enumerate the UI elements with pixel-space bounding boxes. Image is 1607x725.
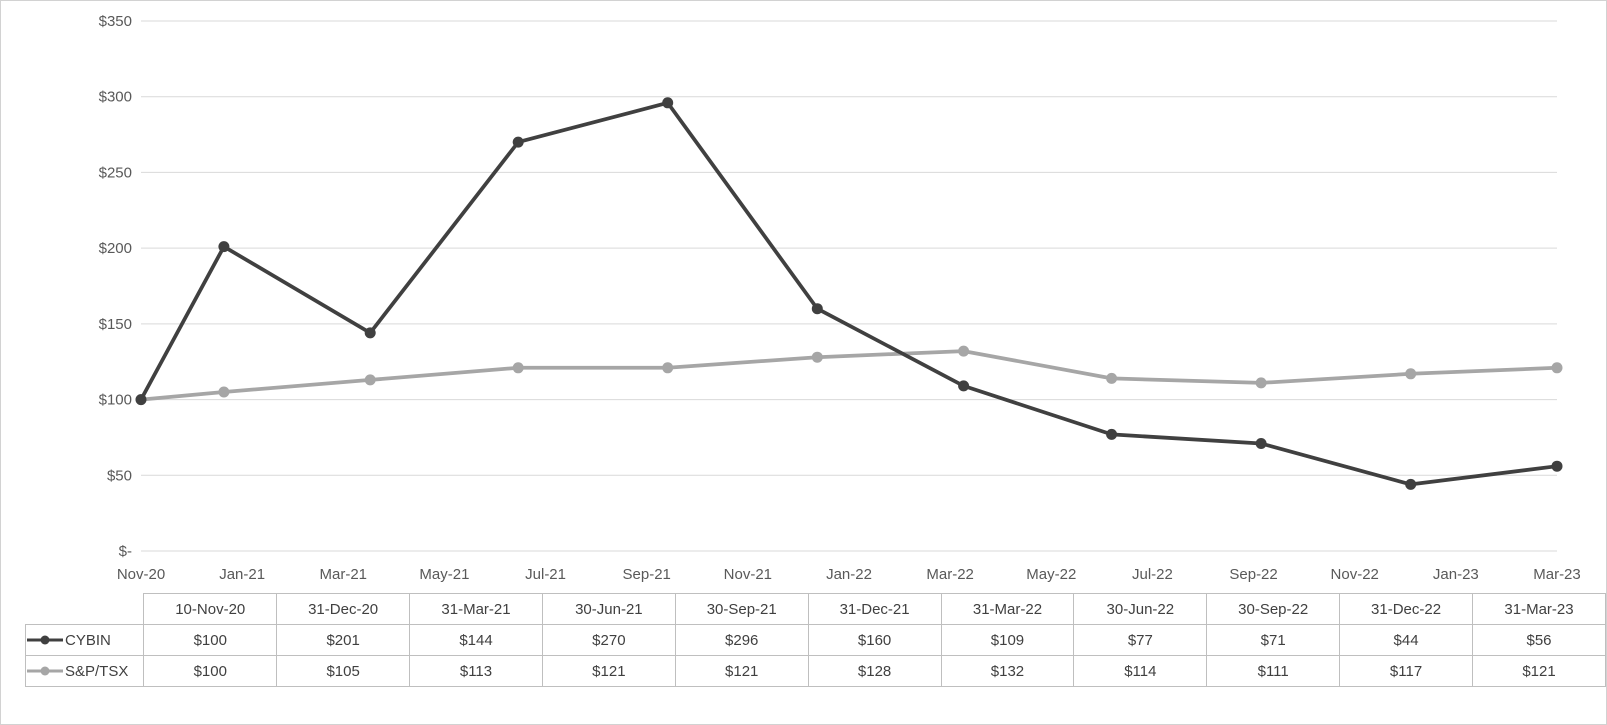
table-corner-cell [26,594,144,625]
table-header-cell: 10-Nov-20 [143,593,278,625]
data-point-cybin-30-jun-22 [1106,428,1118,440]
table-value-cell: $100 [143,655,278,687]
x-axis-label: Mar-22 [926,566,974,583]
x-axis-label: Sep-22 [1229,566,1277,583]
table-header-cell: 31-Mar-21 [409,593,543,625]
chart-data-table-body: 10-Nov-20 31-Dec-20 31-Mar-21 30-Jun-21 30-S… [24,593,1606,687]
table-header-cell: 30-Sep-21 [674,593,809,625]
data-point-cybin-30-jun-21 [512,136,524,148]
x-axis-label: Jan-23 [1433,566,1479,583]
data-point-cybin-30-sep-21 [662,97,674,109]
y-axis-label: $150 [99,316,132,333]
table-value-cell: $201 [276,624,411,656]
table-header-row: 10-Nov-20 31-Dec-20 31-Mar-21 30-Jun-21 30-S… [26,593,1606,625]
table-value-cell: $132 [940,655,1075,687]
line-chart-plot: $350 $300 $250 $200 $150 $100 $50 $- Nov-20 Jan-2… [99,13,1581,583]
table-value-cell: $113 [409,655,543,687]
data-point-s-p-tsx-30-jun-21 [512,362,524,374]
x-axis-label: May-22 [1026,566,1076,583]
data-point-s-p-tsx-31-dec-20 [218,386,230,398]
y-axis-label: $50 [107,467,132,484]
table-header-cell: 31-Dec-21 [807,593,942,625]
data-point-s-p-tsx-31-dec-21 [811,351,823,363]
table-header-cell: 31-Mar-23 [1472,593,1606,625]
legend-cell-cybin: CYBIN [24,624,145,656]
x-axis-label: Jul-21 [525,566,566,583]
data-point-cybin-31-mar-23 [1551,460,1563,472]
table-value-cell: $144 [409,624,543,656]
data-point-s-p-tsx-31-dec-22 [1405,368,1417,380]
data-point-cybin-10-nov-20 [135,394,147,406]
table-header-cell: 30-Sep-22 [1206,593,1341,625]
table-value-cell: $160 [807,624,942,656]
y-axis-label: $350 [99,13,132,30]
data-point-s-p-tsx-30-sep-22 [1255,377,1267,389]
table-value-cell: $114 [1073,655,1208,687]
data-point-cybin-31-mar-22 [958,380,970,392]
table-value-cell: $44 [1339,624,1473,656]
table-value-cell: $71 [1206,624,1341,656]
table-header-cell: 31-Dec-22 [1339,593,1473,625]
y-axis-label: $300 [99,89,132,106]
series-line-cybin [139,100,1559,487]
table-value-cell: $121 [1472,655,1606,687]
data-point-s-p-tsx-31-mar-21 [364,374,376,386]
table-value-cell: $100 [143,624,278,656]
chart-data-table: 10-Nov-20 31-Dec-20 31-Mar-21 30-Jun-21 30-S… [24,593,1606,687]
x-axis-label: Mar-21 [320,566,368,583]
x-axis-label: Nov-21 [724,566,772,583]
data-point-cybin-30-sep-22 [1255,438,1267,449]
table-row-cybin: CYBIN $100 $201 $144 $270 $296 $160 $109 $77 $71 $… [24,624,1606,656]
table-value-cell: $56 [1472,624,1606,656]
legend-cell-s-p-tsx: S&P/TSX [24,655,145,687]
table-row-s-p-tsx: S&P/TSX $100 $105 $113 $121 $121 $128 $132 $114 $… [24,655,1606,687]
x-axis-label: Jul-22 [1132,566,1173,583]
legend-marker-icon-s-p-tsx [27,666,63,676]
legend-key-s-p-tsx: S&P/TSX [27,663,141,680]
data-point-cybin-31-dec-22 [1405,478,1417,490]
legend-dot [40,666,50,676]
series-name-label: S&P/TSX [65,662,129,680]
data-point-s-p-tsx-31-mar-23 [1551,362,1563,374]
table-value-cell: $270 [541,624,676,656]
table-header-cell: 31-Dec-20 [276,593,411,625]
x-axis-label: Jan-22 [826,566,872,583]
table-value-cell: $117 [1339,655,1473,687]
y-axis-label: $100 [99,392,132,409]
table-value-cell: $105 [276,655,411,687]
y-axis-label: $- [119,543,132,560]
data-point-s-p-tsx-30-sep-21 [662,362,674,374]
data-point-cybin-31-dec-20 [218,241,230,253]
y-axis-label: $250 [99,164,132,181]
legend-dot [40,635,50,645]
legend-marker-icon-cybin [27,635,63,645]
table-value-cell: $128 [807,655,942,687]
legend-key-cybin: CYBIN [27,632,141,649]
table-value-cell: $121 [541,655,676,687]
data-point-cybin-31-dec-21 [811,303,823,315]
series-line-s-p-tsx [139,349,1559,402]
x-axis-label: Mar-23 [1533,566,1581,583]
series-name-label: CYBIN [65,631,111,649]
table-header-cell: 30-Jun-22 [1073,593,1208,625]
table-value-cell: $77 [1073,624,1208,656]
table-value-cell: $109 [940,624,1075,656]
data-point-s-p-tsx-30-jun-22 [1106,372,1118,384]
data-point-s-p-tsx-31-mar-22 [958,345,970,357]
table-value-cell: $296 [674,624,809,656]
table-value-cell: $111 [1206,655,1341,687]
table-value-cell: $121 [674,655,809,687]
table-header-cell: 30-Jun-21 [541,593,676,625]
x-axis-label: Jan-21 [219,566,265,583]
x-axis-label: Nov-22 [1331,566,1379,583]
y-axis-label: $200 [99,240,132,257]
x-axis-label: Sep-21 [623,566,671,583]
x-axis-label: Nov-20 [117,566,165,583]
x-axis-label: May-21 [419,566,469,583]
table-header-cell: 31-Mar-22 [940,593,1075,625]
data-point-cybin-31-mar-21 [364,327,376,339]
